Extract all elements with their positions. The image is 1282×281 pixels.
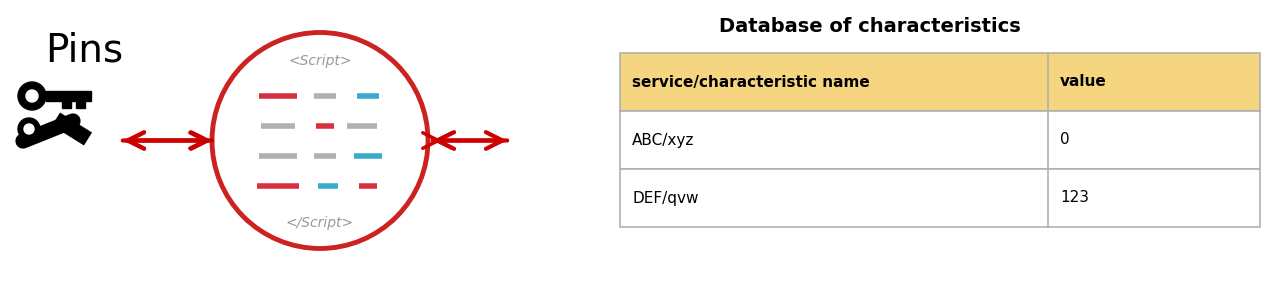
Text: 0: 0 [1060,133,1069,148]
FancyBboxPatch shape [620,53,1260,111]
FancyBboxPatch shape [620,169,1260,227]
Circle shape [18,82,46,110]
Text: </Script>: </Script> [286,216,354,230]
Circle shape [26,90,38,102]
FancyBboxPatch shape [76,101,85,108]
Text: <Script>: <Script> [288,53,351,67]
Text: DEF/qvw: DEF/qvw [632,191,699,205]
Text: 123: 123 [1060,191,1088,205]
Text: Database of characteristics: Database of characteristics [719,17,1020,35]
FancyBboxPatch shape [620,111,1260,169]
Text: Pins: Pins [45,32,123,70]
FancyBboxPatch shape [62,101,71,108]
Circle shape [18,118,40,140]
FancyBboxPatch shape [46,91,91,101]
Text: value: value [1060,74,1106,90]
Circle shape [24,124,35,134]
Text: ABC/xyz: ABC/xyz [632,133,695,148]
Text: service/characteristic name: service/characteristic name [632,74,869,90]
